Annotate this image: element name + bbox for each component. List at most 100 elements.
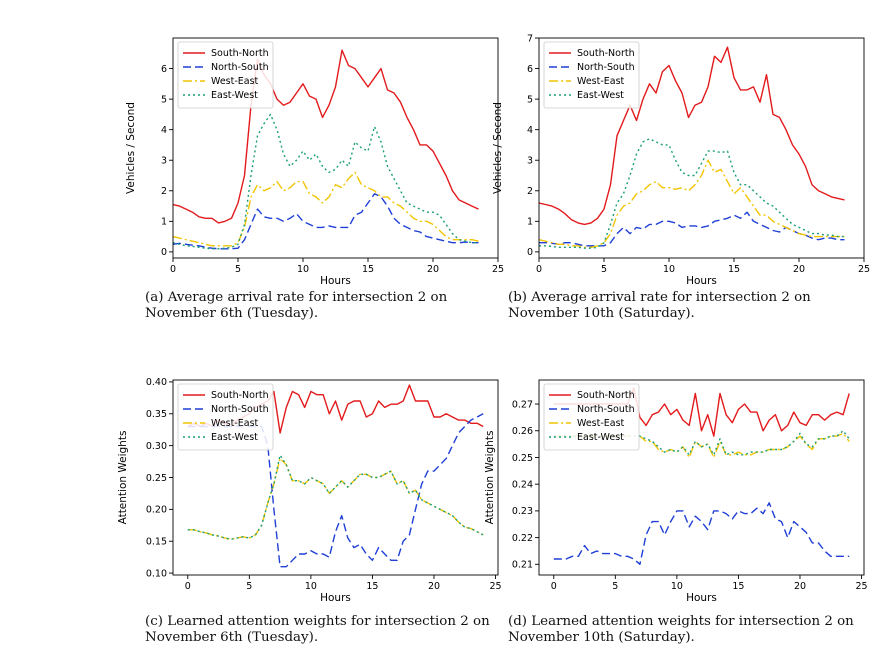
x-tick-label: 5 bbox=[612, 581, 618, 592]
y-tick-label: 0.25 bbox=[512, 453, 533, 464]
legend-box bbox=[177, 41, 274, 109]
caption-b-line1: (b) Average arrival rate for intersectio… bbox=[508, 290, 811, 305]
y-tick-label: 3 bbox=[527, 156, 533, 167]
y-tick-label: 3 bbox=[161, 156, 167, 167]
x-tick-label: 20 bbox=[794, 581, 806, 592]
x-tick-label: 15 bbox=[362, 264, 374, 275]
caption-a-line2: November 6th (Tuesday). bbox=[145, 306, 319, 321]
series-line-east-west bbox=[553, 430, 850, 456]
x-tick-label: 10 bbox=[671, 581, 683, 592]
legend-label: East-West bbox=[577, 90, 624, 101]
legend-label: South-North bbox=[211, 48, 269, 59]
series-line-north-south bbox=[553, 502, 850, 566]
series-line-east-west bbox=[173, 113, 479, 250]
y-axis-label: Attention Weights bbox=[484, 431, 496, 525]
series-line-north-south bbox=[539, 211, 845, 247]
x-axis-label: Hours bbox=[320, 275, 351, 287]
x-tick-label: 20 bbox=[428, 581, 440, 592]
y-tick-label: 5 bbox=[527, 94, 533, 105]
y-axis-label: Vehicles / Second bbox=[125, 102, 137, 194]
y-tick-label: 0.24 bbox=[512, 479, 533, 490]
y-tick-label: 6 bbox=[161, 64, 167, 75]
y-tick-label: 0.30 bbox=[146, 441, 167, 452]
chart-b: 0 5 10 15 20 25 0 1 2 3 4 5 6 7 Hours Vehicles / Second… bbox=[492, 33, 870, 287]
legend-label: West-East bbox=[577, 418, 625, 429]
x-tick-label: 5 bbox=[601, 264, 607, 275]
legend-label: South-North bbox=[577, 390, 635, 401]
y-tick-label: 4 bbox=[161, 125, 167, 136]
plot-frame bbox=[538, 379, 865, 576]
legend-label: North-South bbox=[577, 62, 635, 73]
series-line-west-east bbox=[187, 457, 484, 541]
series-line-east-west bbox=[539, 138, 845, 249]
caption-c-line1: (c) Learned attention weights for inters… bbox=[145, 614, 490, 629]
y-tick-label: 0 bbox=[161, 247, 167, 258]
caption-a: (a) Average arrival rate for intersectio… bbox=[145, 290, 447, 322]
x-tick-label: 5 bbox=[235, 264, 241, 275]
legend-label: South-North bbox=[211, 390, 269, 401]
chart-c: 0 5 10 15 20 25 0.10 0.15 0.20 0.25 0.30 0.35 0.40 Ho… bbox=[117, 377, 502, 604]
y-tick-label: 0.20 bbox=[146, 505, 167, 516]
series-line-south-north bbox=[539, 46, 845, 226]
y-tick-label: 0.10 bbox=[146, 568, 167, 579]
series-line-west-east bbox=[173, 171, 479, 247]
x-tick-label: 25 bbox=[858, 264, 870, 275]
legend-label: West-East bbox=[577, 76, 625, 87]
series-group bbox=[539, 46, 845, 249]
chart-panel-b: 0 5 10 15 20 25 0 1 2 3 4 5 6 7 Hours Vehicles / Second… bbox=[487, 30, 876, 290]
caption-b-line2: November 10th (Saturday). bbox=[508, 306, 695, 321]
y-tick-label: 0.21 bbox=[512, 560, 533, 571]
x-tick-label: 20 bbox=[793, 264, 805, 275]
legend-box bbox=[177, 383, 274, 451]
caption-d-line2: November 10th (Saturday). bbox=[508, 630, 695, 645]
legend: South-North North-South West-East East-West bbox=[177, 41, 274, 109]
caption-b: (b) Average arrival rate for intersectio… bbox=[508, 290, 811, 322]
x-tick-label: 0 bbox=[536, 264, 542, 275]
y-tick-label: 0.27 bbox=[512, 399, 533, 410]
chart-panel-d: 0 5 10 15 20 25 0.21 0.22 0.23 0.24 0.25 0.26 0.27 Ho… bbox=[484, 372, 876, 612]
legend-label: East-West bbox=[211, 90, 258, 101]
chart-d: 0 5 10 15 20 25 0.21 0.22 0.23 0.24 0.25 0.26 0.27 Ho… bbox=[484, 379, 868, 604]
chart-panel-c: 0 5 10 15 20 25 0.10 0.15 0.20 0.25 0.30 0.35 0.40 Ho… bbox=[117, 372, 510, 612]
x-tick-label: 15 bbox=[732, 581, 744, 592]
series-line-south-north bbox=[173, 49, 479, 224]
legend-label: North-South bbox=[211, 404, 269, 415]
x-tick-label: 10 bbox=[297, 264, 309, 275]
legend: South-North North-South West-East East-West bbox=[543, 383, 640, 451]
y-axis-label: Attention Weights bbox=[117, 431, 129, 525]
y-tick-label: 0.23 bbox=[512, 506, 533, 517]
caption-c-line2: November 6th (Tuesday). bbox=[145, 630, 319, 645]
legend-label: South-North bbox=[577, 48, 635, 59]
y-tick-label: 0.40 bbox=[146, 377, 167, 388]
series-line-east-west bbox=[187, 454, 484, 541]
series-group bbox=[173, 49, 479, 250]
y-tick-label: 0 bbox=[527, 247, 533, 258]
caption-c: (c) Learned attention weights for inters… bbox=[145, 614, 490, 646]
legend-box bbox=[543, 383, 640, 451]
caption-d-line1: (d) Learned attention weights for inters… bbox=[508, 614, 854, 629]
legend-label: West-East bbox=[211, 418, 259, 429]
y-tick-label: 1 bbox=[161, 217, 167, 228]
x-tick-label: 10 bbox=[663, 264, 675, 275]
legend-label: West-East bbox=[211, 76, 259, 87]
x-axis-label: Hours bbox=[686, 275, 717, 287]
chart-panel-a: 0 5 10 15 20 25 0 1 2 3 4 5 6 Hours Vehicles / Second S… bbox=[120, 30, 510, 290]
y-tick-label: 4 bbox=[527, 125, 533, 136]
caption-d: (d) Learned attention weights for inters… bbox=[508, 614, 854, 646]
plot-frame bbox=[538, 37, 865, 259]
caption-a-line1: (a) Average arrival rate for intersectio… bbox=[145, 290, 448, 305]
y-tick-label: 0.35 bbox=[146, 409, 167, 420]
x-axis-label: Hours bbox=[320, 592, 351, 604]
x-tick-label: 0 bbox=[551, 581, 557, 592]
chart-a: 0 5 10 15 20 25 0 1 2 3 4 5 6 Hours Vehicles / Second S… bbox=[125, 37, 504, 287]
plot-frame bbox=[172, 37, 499, 259]
y-tick-label: 5 bbox=[161, 94, 167, 105]
legend-box bbox=[543, 41, 640, 109]
y-tick-label: 7 bbox=[527, 33, 533, 44]
y-tick-label: 2 bbox=[527, 186, 533, 197]
x-tick-label: 15 bbox=[366, 581, 378, 592]
x-tick-label: 25 bbox=[855, 581, 867, 592]
legend: South-North North-South West-East East-West bbox=[543, 41, 640, 109]
legend-label: East-West bbox=[577, 432, 624, 443]
x-tick-label: 20 bbox=[427, 264, 439, 275]
